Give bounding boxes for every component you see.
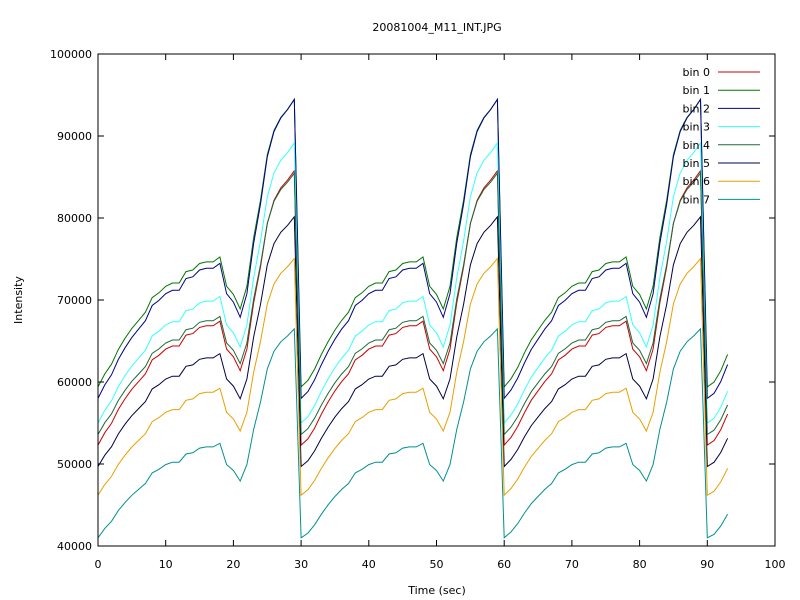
legend: bin 0 bin 1 bin 2 bin 3 bin 4 bin 5 bin 6 bin 7 (682, 66, 760, 206)
legend-label: bin 2 (682, 102, 710, 115)
series-line-bin-1 (97, 97, 729, 389)
plot-frame (97, 53, 776, 547)
legend-label: bin 4 (682, 139, 710, 152)
series-line-bin-7 (97, 327, 729, 539)
legend-label: bin 7 (682, 193, 710, 206)
x-tick-label: 30 (294, 558, 308, 571)
x-tick-label: 100 (765, 558, 786, 571)
chart-title: 20081004_M11_INT.JPG (372, 21, 501, 34)
series-line-bin-4 (97, 171, 729, 436)
y-tick-label: 100000 (50, 48, 92, 61)
legend-label: bin 3 (682, 121, 710, 134)
series-line-bin-0 (97, 169, 729, 447)
x-tick-label: 80 (633, 558, 647, 571)
y-tick-label: 60000 (57, 376, 92, 389)
x-tick-label: 40 (362, 558, 376, 571)
y-tick-label: 80000 (57, 212, 92, 225)
x-tick-label: 60 (497, 558, 511, 571)
y-tick-label: 70000 (57, 294, 92, 307)
legend-label: bin 5 (682, 157, 710, 170)
x-axis-label: Time (sec) (407, 584, 466, 597)
x-tick-label: 70 (565, 558, 579, 571)
series-line-bin-3 (97, 141, 729, 425)
series-line-bin-2 (97, 97, 729, 400)
x-tick-label: 10 (159, 558, 173, 571)
series-line-bin-6 (97, 257, 729, 497)
x-tick-label: 50 (430, 558, 444, 571)
x-tick-label: 20 (226, 558, 240, 571)
legend-label: bin 0 (682, 66, 710, 79)
y-axis-label: Intensity (12, 276, 25, 324)
y-tick-label: 90000 (57, 130, 92, 143)
y-tick-label: 40000 (57, 540, 92, 553)
x-tick-label: 90 (700, 558, 714, 571)
series-lines (97, 97, 729, 539)
y-axis: 40000 50000 60000 70000 80000 90000 100000 (50, 48, 775, 553)
y-tick-label: 50000 (57, 458, 92, 471)
series-line-bin-5 (97, 215, 729, 468)
x-tick-label: 0 (95, 558, 102, 571)
legend-label: bin 1 (682, 84, 710, 97)
legend-label: bin 6 (682, 175, 710, 188)
x-axis: 0 10 20 30 40 50 60 70 80 90 100 (95, 54, 786, 571)
